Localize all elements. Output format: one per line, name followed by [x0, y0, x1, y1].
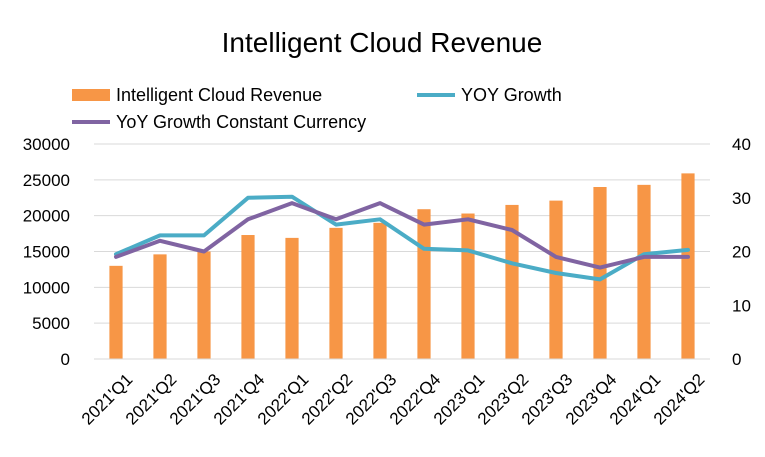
left-tick-label: 10000: [23, 278, 70, 297]
line-series: [114, 194, 690, 282]
bar: [329, 227, 343, 359]
bar: [549, 200, 563, 359]
left-axis: 0 5000 10000 15000 20000 25000 30000: [23, 135, 70, 369]
bar: [681, 173, 695, 359]
bar: [505, 204, 519, 359]
legend-label-yoy-cc: YoY Growth Constant Currency: [116, 112, 366, 132]
bar: [373, 222, 387, 359]
left-tick-label: 25000: [23, 171, 70, 190]
x-axis: 2021'Q12021'Q22021'Q32021'Q42022'Q12022'…: [78, 370, 709, 429]
left-tick-label: 30000: [23, 135, 70, 154]
right-tick-label: 10: [732, 296, 751, 315]
chart-title: Intelligent Cloud Revenue: [222, 27, 543, 58]
right-tick-label: 20: [732, 243, 751, 262]
line-yoy-growth-constant-currency: [114, 201, 690, 270]
right-tick-label: 40: [732, 135, 751, 154]
legend: Intelligent Cloud Revenue YOY Growth YoY…: [72, 85, 562, 132]
bar: [109, 265, 123, 359]
right-tick-label: 30: [732, 189, 751, 208]
bar: [153, 254, 167, 359]
left-tick-label: 5000: [32, 314, 70, 333]
legend-label-yoy: YOY Growth: [461, 85, 562, 105]
left-tick-label: 0: [61, 350, 70, 369]
bar: [197, 251, 211, 359]
line-yoy-growth: [114, 194, 690, 282]
legend-swatch-revenue: [72, 89, 110, 101]
bar: [461, 213, 475, 359]
bar: [241, 235, 255, 359]
bar-series: [109, 173, 695, 359]
bar: [285, 237, 299, 359]
right-axis: 0 10 20 30 40: [732, 135, 751, 369]
bar: [593, 187, 607, 359]
left-tick-label: 15000: [23, 243, 70, 262]
left-tick-label: 20000: [23, 207, 70, 226]
bar: [637, 184, 651, 359]
right-tick-label: 0: [732, 350, 741, 369]
legend-label-revenue: Intelligent Cloud Revenue: [116, 85, 322, 105]
bar: [417, 209, 431, 359]
